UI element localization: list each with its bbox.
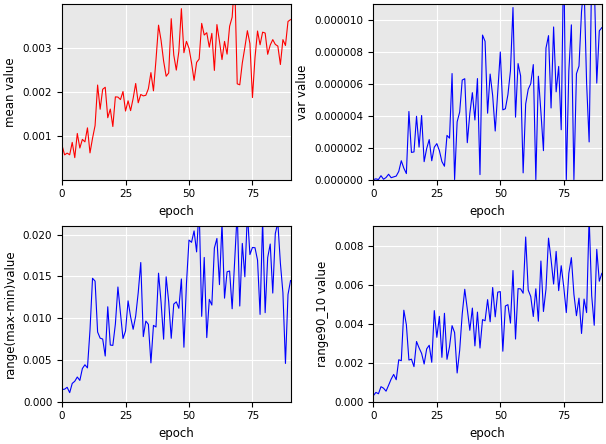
X-axis label: epoch: epoch [158,427,194,440]
X-axis label: epoch: epoch [470,205,505,218]
Y-axis label: range90_10 value: range90_10 value [316,261,328,367]
X-axis label: epoch: epoch [470,427,505,440]
Y-axis label: range(max-min)value: range(max-min)value [4,250,17,378]
X-axis label: epoch: epoch [158,205,194,218]
Y-axis label: mean value: mean value [4,57,18,127]
Y-axis label: var value: var value [296,64,309,119]
